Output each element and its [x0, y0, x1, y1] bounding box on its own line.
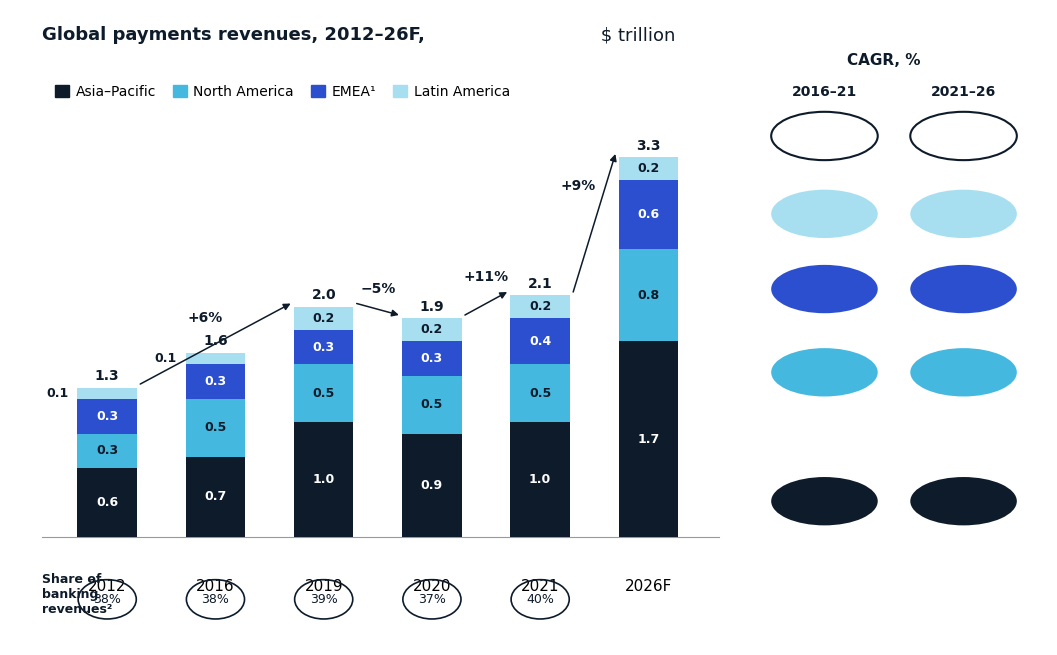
- Ellipse shape: [772, 265, 877, 313]
- Text: +9%: +9%: [560, 179, 596, 193]
- Bar: [402, 341, 462, 376]
- Text: 3.3: 3.3: [636, 139, 661, 153]
- Ellipse shape: [910, 477, 1017, 525]
- Text: 0.3: 0.3: [204, 375, 226, 388]
- Text: 1.7: 1.7: [637, 433, 660, 446]
- Text: 37%: 37%: [418, 593, 446, 606]
- Bar: [294, 364, 353, 422]
- Text: 0.2: 0.2: [637, 162, 660, 176]
- Text: 0.8: 0.8: [637, 289, 660, 302]
- Ellipse shape: [772, 190, 877, 238]
- Text: 9: 9: [959, 282, 969, 297]
- Text: 0.1: 0.1: [47, 386, 69, 400]
- Text: 0.3: 0.3: [96, 410, 118, 422]
- Bar: [402, 434, 462, 537]
- Bar: [402, 376, 462, 434]
- Text: 9: 9: [959, 128, 969, 143]
- Text: 7: 7: [959, 365, 969, 380]
- Bar: [294, 330, 353, 364]
- Text: 38%: 38%: [93, 593, 122, 606]
- Text: 4: 4: [819, 365, 830, 380]
- Text: 2.0: 2.0: [312, 288, 336, 303]
- Bar: [186, 399, 245, 457]
- Text: 6: 6: [959, 206, 969, 221]
- Text: 1.6: 1.6: [203, 335, 227, 348]
- Text: 0.6: 0.6: [96, 496, 118, 509]
- Text: +6%: +6%: [187, 312, 222, 326]
- Bar: [511, 318, 570, 364]
- Ellipse shape: [772, 348, 877, 396]
- Bar: [511, 422, 570, 537]
- Text: 2016–21: 2016–21: [792, 85, 857, 99]
- Text: 2021–26: 2021–26: [931, 85, 996, 99]
- Bar: [294, 422, 353, 537]
- Legend: Asia–Pacific, North America, EMEA¹, Latin America: Asia–Pacific, North America, EMEA¹, Lati…: [50, 79, 516, 104]
- Bar: [511, 364, 570, 422]
- Text: 0.5: 0.5: [421, 398, 443, 411]
- Text: 10: 10: [953, 494, 975, 509]
- Bar: [77, 388, 137, 399]
- Text: 4: 4: [819, 282, 830, 297]
- Bar: [186, 364, 245, 399]
- Ellipse shape: [910, 265, 1017, 313]
- Ellipse shape: [910, 190, 1017, 238]
- Text: 40%: 40%: [526, 593, 554, 606]
- Bar: [618, 180, 679, 250]
- Ellipse shape: [910, 112, 1017, 160]
- Text: CAGR, %: CAGR, %: [847, 53, 921, 67]
- Text: 0.2: 0.2: [421, 324, 443, 337]
- Bar: [618, 341, 679, 537]
- Text: 0.2: 0.2: [313, 312, 335, 325]
- Text: 1.0: 1.0: [313, 473, 335, 486]
- Text: 0.7: 0.7: [204, 491, 226, 503]
- Text: Global payments revenues, 2012–26F,: Global payments revenues, 2012–26F,: [42, 26, 425, 44]
- Bar: [294, 307, 353, 330]
- Bar: [618, 250, 679, 341]
- Text: 8: 8: [819, 494, 830, 509]
- Bar: [511, 295, 570, 318]
- Bar: [186, 353, 245, 364]
- Text: 0.3: 0.3: [313, 341, 335, 354]
- Bar: [77, 399, 137, 434]
- Text: −5%: −5%: [360, 282, 395, 295]
- Text: $ trillion: $ trillion: [595, 26, 675, 44]
- Text: 4: 4: [819, 206, 830, 221]
- Text: 1.0: 1.0: [530, 473, 552, 486]
- Text: +11%: +11%: [463, 270, 508, 284]
- Text: 2.1: 2.1: [527, 277, 553, 291]
- Bar: [402, 318, 462, 341]
- Bar: [77, 468, 137, 537]
- Text: 6: 6: [819, 128, 830, 143]
- Text: 1.9: 1.9: [420, 300, 444, 314]
- Text: 39%: 39%: [310, 593, 337, 606]
- Ellipse shape: [772, 477, 877, 525]
- Text: 0.1: 0.1: [154, 352, 177, 365]
- Bar: [618, 157, 679, 180]
- Text: 38%: 38%: [202, 593, 229, 606]
- Bar: [77, 434, 137, 468]
- Text: 0.3: 0.3: [96, 444, 118, 457]
- Text: Share of
banking
revenues²: Share of banking revenues²: [42, 573, 113, 616]
- Ellipse shape: [772, 112, 877, 160]
- Text: 0.5: 0.5: [204, 421, 226, 434]
- Text: 0.9: 0.9: [421, 479, 443, 492]
- Bar: [186, 457, 245, 537]
- Ellipse shape: [910, 348, 1017, 396]
- Text: 0.3: 0.3: [421, 352, 443, 365]
- Text: 1.3: 1.3: [95, 369, 119, 383]
- Text: 0.5: 0.5: [530, 386, 552, 400]
- Text: 0.5: 0.5: [313, 386, 335, 400]
- Text: 0.6: 0.6: [637, 208, 660, 221]
- Text: 0.4: 0.4: [530, 335, 552, 348]
- Text: 0.2: 0.2: [530, 301, 552, 314]
